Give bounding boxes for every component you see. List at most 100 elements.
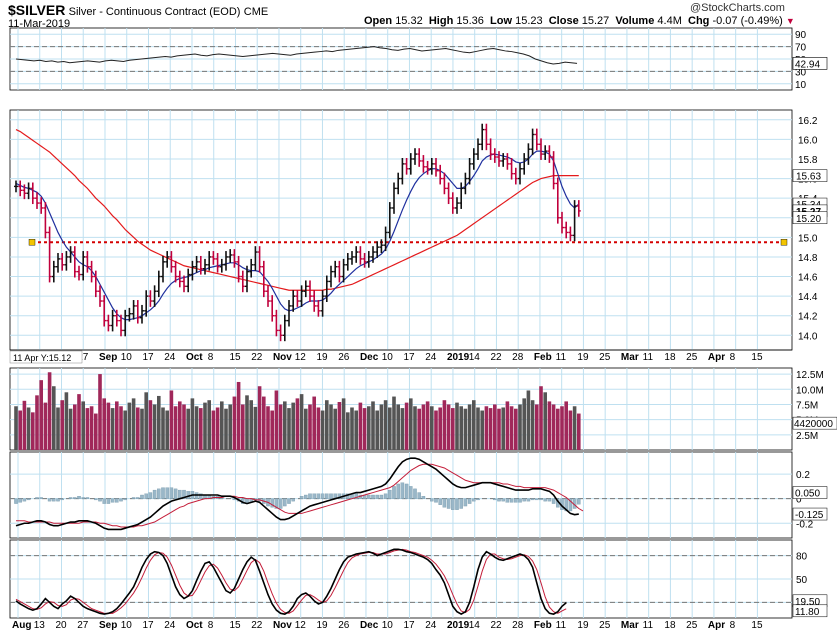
volume-bar xyxy=(400,408,405,450)
macd-histogram-bar xyxy=(119,498,123,502)
volume-bar xyxy=(173,406,178,450)
macd-histogram-bar xyxy=(505,498,510,503)
macd-histogram-bar xyxy=(35,497,39,499)
volume-bar xyxy=(31,412,35,450)
bottom-xtick-label: 11 xyxy=(556,620,567,631)
volume-bar xyxy=(556,408,560,450)
volume-bar xyxy=(430,406,434,450)
volume-bar xyxy=(144,392,148,450)
price-xtick-label: 10 xyxy=(121,352,133,363)
volume-bar xyxy=(367,406,371,450)
macd-histogram-bar xyxy=(131,497,136,499)
volume-bar xyxy=(253,406,258,450)
bottom-xtick-label: 20 xyxy=(55,620,67,631)
macd-histogram-bar xyxy=(501,498,505,502)
volume-bar xyxy=(110,408,115,450)
volume-current-label: 4420000 xyxy=(794,419,833,430)
volume-bar xyxy=(383,400,388,450)
macd-histogram-bar xyxy=(85,497,90,499)
price-xtick-label: Dec xyxy=(360,352,379,363)
bottom-xtick-label: 17 xyxy=(142,620,154,631)
bottom-xtick-label: 10 xyxy=(382,620,394,631)
macd-histogram-bar xyxy=(459,498,463,509)
volume-bar xyxy=(493,404,497,450)
macd-histogram-bar xyxy=(110,498,115,503)
bottom-xtick-label: 11 xyxy=(643,620,654,631)
macd-histogram-bar xyxy=(140,494,144,499)
volume-bar xyxy=(346,412,350,450)
volume-bar xyxy=(312,396,316,450)
price-xtick-label: 2019 xyxy=(447,352,470,363)
volume-bar xyxy=(274,390,279,450)
price-xtick-label: Feb xyxy=(534,352,552,363)
volume-bar xyxy=(451,408,455,450)
bottom-xtick-label: 14 xyxy=(469,620,481,631)
low-value: 15.23 xyxy=(515,15,543,27)
volume-tick-label: 10.0M xyxy=(796,385,824,396)
macd-histogram-bar xyxy=(417,492,421,499)
volume-bar xyxy=(249,400,253,450)
volume-bar xyxy=(551,404,556,450)
macd-histogram-bar xyxy=(472,498,476,502)
macd-histogram-bar xyxy=(312,493,316,499)
open-value: 15.32 xyxy=(395,15,423,27)
volume-bar xyxy=(257,386,262,450)
volume-label: Volume xyxy=(615,15,655,27)
macd-histogram-bar xyxy=(94,498,98,501)
macd-histogram-bar xyxy=(148,492,153,499)
volume-bar xyxy=(455,402,459,450)
volume-bar xyxy=(203,402,207,450)
macd-histogram-bar xyxy=(186,491,190,499)
macd-histogram-bar xyxy=(47,498,52,502)
price-xtick-label: Mar xyxy=(621,352,639,363)
bottom-xtick-label: 22 xyxy=(251,620,263,631)
price-xtick-label: 12 xyxy=(295,352,307,363)
price-xtick-label: 25 xyxy=(686,352,698,363)
bottom-xtick-label: 19 xyxy=(577,620,589,631)
macd-histogram-bar xyxy=(388,489,392,499)
price-xtick-label: 28 xyxy=(512,352,524,363)
volume-bar xyxy=(68,408,73,450)
macd-histogram-bar xyxy=(463,498,468,507)
macd-histogram-bar xyxy=(442,498,447,508)
bottom-xtick-label: Aug xyxy=(12,620,31,631)
volume-bar xyxy=(568,410,573,450)
macd-tick-label: 0 xyxy=(796,495,802,506)
price-xtick-label: 22 xyxy=(490,352,502,363)
macd-histogram-bar xyxy=(455,498,459,510)
macd-histogram-bar xyxy=(178,489,182,499)
volume-bar xyxy=(207,400,211,450)
bottom-xtick-label: 18 xyxy=(664,620,676,631)
volume-bar xyxy=(123,410,127,450)
volume-bar xyxy=(98,374,102,450)
open-label: Open xyxy=(364,15,393,27)
volume-bar xyxy=(52,386,56,450)
macd-current-box xyxy=(792,507,828,521)
volume-bar xyxy=(140,408,144,450)
macd-histogram-bar xyxy=(56,498,60,502)
volume-bar xyxy=(266,406,270,450)
macd-histogram-bar xyxy=(421,496,426,499)
volume-bar xyxy=(89,406,94,450)
volume-bar xyxy=(472,400,476,450)
volume-bar xyxy=(232,396,237,450)
macd-histogram-bar xyxy=(375,494,379,499)
macd-histogram-bar xyxy=(497,498,501,502)
volume-bar xyxy=(535,404,539,450)
volume-bar xyxy=(295,398,300,450)
price-xtick-label: 22 xyxy=(251,352,263,363)
volume-bar xyxy=(190,398,195,450)
macd-histogram-bar xyxy=(157,488,161,499)
volume-bar xyxy=(505,401,510,450)
volume-bar xyxy=(161,407,165,450)
volume-bar xyxy=(547,401,552,450)
volume-bar xyxy=(497,408,501,450)
low-label: Low xyxy=(490,15,513,27)
volume-bar xyxy=(417,408,421,450)
volume-bar xyxy=(526,390,531,450)
macd-histogram-bar xyxy=(547,498,552,502)
price-tick-label: 15.8 xyxy=(798,155,818,166)
volume-bar xyxy=(354,410,358,450)
